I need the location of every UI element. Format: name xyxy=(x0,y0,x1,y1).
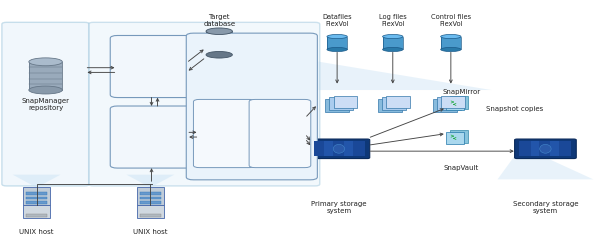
FancyBboxPatch shape xyxy=(433,99,457,112)
Text: Operations
Manager: Operations Manager xyxy=(206,127,243,140)
FancyBboxPatch shape xyxy=(186,33,317,180)
Bar xyxy=(140,192,161,195)
Bar xyxy=(29,62,62,90)
Ellipse shape xyxy=(333,144,344,153)
Text: OnCommand Unified Manager: OnCommand Unified Manager xyxy=(202,42,302,48)
Bar xyxy=(530,141,539,156)
Ellipse shape xyxy=(327,34,347,39)
FancyBboxPatch shape xyxy=(449,130,468,143)
Bar xyxy=(344,141,353,156)
FancyBboxPatch shape xyxy=(446,132,464,144)
Text: SnapDrive
for UNIX: SnapDrive for UNIX xyxy=(134,131,170,144)
FancyBboxPatch shape xyxy=(137,187,164,205)
Bar xyxy=(324,141,333,156)
FancyBboxPatch shape xyxy=(378,99,402,112)
Ellipse shape xyxy=(29,58,62,66)
Bar xyxy=(560,141,569,156)
Text: Control files
FlexVol: Control files FlexVol xyxy=(431,14,471,27)
Bar xyxy=(26,201,47,204)
Text: Datafiles
FlexVol: Datafiles FlexVol xyxy=(322,14,352,27)
Polygon shape xyxy=(13,175,61,188)
Ellipse shape xyxy=(383,34,403,39)
Polygon shape xyxy=(127,175,174,188)
Bar xyxy=(440,36,461,50)
Text: Secondary storage
system: Secondary storage system xyxy=(512,201,578,214)
Text: SnapVault: SnapVault xyxy=(444,165,479,171)
Bar xyxy=(354,141,362,156)
Ellipse shape xyxy=(383,47,403,51)
FancyBboxPatch shape xyxy=(386,96,410,108)
FancyBboxPatch shape xyxy=(110,36,193,98)
Ellipse shape xyxy=(540,144,551,153)
Bar xyxy=(140,214,161,217)
Ellipse shape xyxy=(206,28,232,35)
Ellipse shape xyxy=(206,51,232,58)
Bar xyxy=(521,141,529,156)
FancyBboxPatch shape xyxy=(137,205,164,218)
Polygon shape xyxy=(497,146,593,179)
Bar xyxy=(140,196,161,199)
FancyBboxPatch shape xyxy=(441,96,465,108)
Bar xyxy=(314,141,323,156)
Ellipse shape xyxy=(440,34,461,39)
Text: SnapManager
repository: SnapManager repository xyxy=(22,98,70,111)
FancyBboxPatch shape xyxy=(313,141,365,156)
Text: UNIX host: UNIX host xyxy=(133,229,167,235)
FancyBboxPatch shape xyxy=(334,96,358,108)
FancyBboxPatch shape xyxy=(382,97,406,110)
FancyBboxPatch shape xyxy=(249,100,311,168)
Text: Protection
Manager: Protection Manager xyxy=(263,127,297,140)
FancyBboxPatch shape xyxy=(110,106,193,168)
FancyBboxPatch shape xyxy=(520,141,571,156)
Text: UNIX host: UNIX host xyxy=(19,229,54,235)
FancyBboxPatch shape xyxy=(437,97,461,110)
Bar xyxy=(550,141,559,156)
FancyBboxPatch shape xyxy=(446,98,464,110)
FancyBboxPatch shape xyxy=(515,139,576,159)
Bar xyxy=(206,31,232,55)
Polygon shape xyxy=(219,45,491,90)
Bar xyxy=(140,201,161,204)
Bar xyxy=(327,36,347,50)
FancyBboxPatch shape xyxy=(193,100,255,168)
Bar xyxy=(26,214,47,217)
FancyBboxPatch shape xyxy=(23,205,50,218)
Text: Target
database: Target database xyxy=(203,14,235,27)
Text: SnapMirror: SnapMirror xyxy=(443,89,481,95)
Text: Log files
FlexVol: Log files FlexVol xyxy=(379,14,407,27)
Bar xyxy=(383,36,403,50)
FancyBboxPatch shape xyxy=(325,99,349,112)
FancyBboxPatch shape xyxy=(308,139,370,159)
Ellipse shape xyxy=(440,47,461,51)
Ellipse shape xyxy=(29,86,62,94)
Text: Snapshot copies: Snapshot copies xyxy=(485,106,543,112)
Text: SnapManager
for Oracle: SnapManager for Oracle xyxy=(128,60,176,73)
Bar xyxy=(26,196,47,199)
Bar xyxy=(26,192,47,195)
FancyBboxPatch shape xyxy=(23,187,50,205)
FancyBboxPatch shape xyxy=(449,96,468,109)
FancyBboxPatch shape xyxy=(329,97,353,110)
FancyBboxPatch shape xyxy=(89,22,320,186)
Text: Primary storage
system: Primary storage system xyxy=(311,201,367,214)
Ellipse shape xyxy=(327,47,347,51)
FancyBboxPatch shape xyxy=(2,22,89,186)
Bar xyxy=(541,141,549,156)
Bar xyxy=(334,141,343,156)
